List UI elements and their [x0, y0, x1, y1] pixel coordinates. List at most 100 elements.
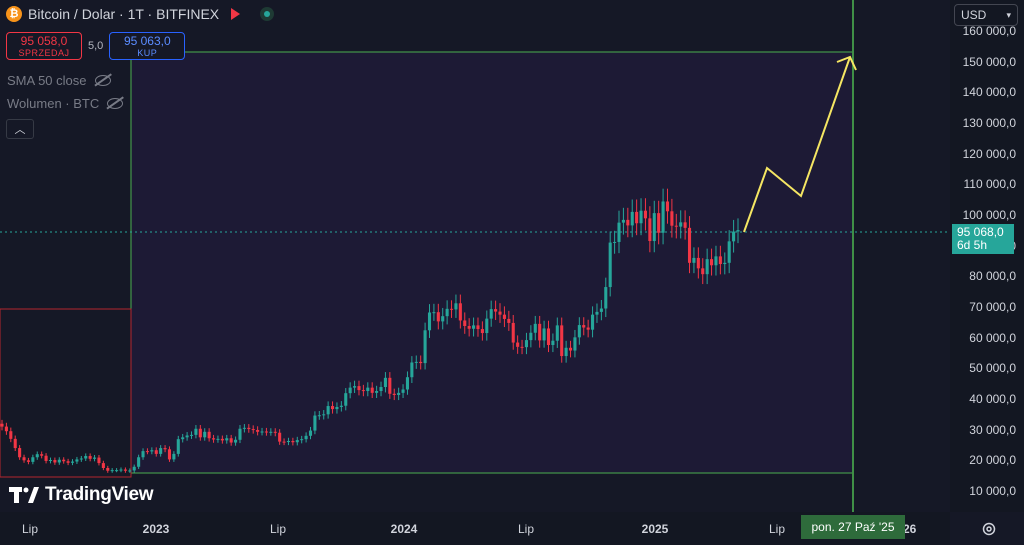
candle-body	[260, 431, 264, 433]
sell-button[interactable]: 95 058,0 SPRZEDAJ	[6, 32, 82, 60]
tradingview-logo[interactable]: TradingView	[9, 484, 154, 506]
candle-body	[489, 309, 493, 319]
candle-body	[291, 441, 295, 443]
candle-body	[264, 431, 268, 433]
candle-body	[516, 342, 520, 347]
spread-value: 5,0	[88, 40, 104, 52]
candle-body	[732, 231, 736, 242]
currency-select[interactable]: USD ▾	[954, 4, 1018, 26]
symbol-header[interactable]: ₿ Bitcoin / Dolar · 1T · BITFINEX	[6, 6, 275, 22]
flag-icon[interactable]	[231, 8, 241, 20]
candle-body	[472, 325, 476, 329]
candle-body	[353, 386, 357, 388]
candle-body	[132, 466, 136, 471]
candle-body	[445, 308, 449, 317]
candle-body	[0, 423, 4, 427]
candle-body	[282, 441, 286, 443]
candle-body	[176, 439, 180, 454]
time-tick: Lip	[269, 522, 287, 536]
buy-price: 95 063,0	[123, 34, 171, 48]
price-tick: 40 000,0	[969, 391, 1016, 406]
candle-body	[582, 325, 586, 328]
candle-body	[718, 256, 722, 265]
gear-icon[interactable]	[981, 521, 997, 537]
candle-body	[145, 451, 149, 453]
projection-path[interactable]	[743, 56, 851, 233]
candle-body	[414, 361, 418, 363]
candle-body	[13, 438, 17, 449]
candle-body	[150, 450, 154, 452]
candle-body	[375, 391, 379, 393]
price-tick: 10 000,0	[969, 484, 1016, 498]
candle-body	[608, 242, 612, 288]
candle-body	[66, 461, 70, 463]
market-status-icon[interactable]	[260, 7, 275, 21]
candlestick-chart[interactable]	[0, 0, 950, 512]
price-tick: 60 000,0	[969, 330, 1016, 345]
indicator-volume[interactable]: Wolumen · BTC	[7, 96, 124, 111]
candle-body	[696, 257, 700, 269]
candle-body	[97, 457, 101, 464]
candle-body	[93, 457, 97, 459]
candle-body	[476, 325, 480, 330]
candle-body	[18, 448, 22, 458]
price-tick: 30 000,0	[969, 422, 1016, 437]
prior-range-box[interactable]	[0, 308, 132, 478]
candle-body	[626, 219, 630, 226]
candle-body	[70, 461, 75, 463]
price-axis[interactable]: 160 000,0 150 000,0 140 000,0 130 000,0 120 …	[950, 0, 1024, 512]
forecast-box[interactable]	[130, 51, 854, 474]
candle-body	[436, 312, 440, 322]
time-tick: Lip	[517, 522, 535, 536]
candle-body	[194, 428, 198, 435]
candle-body	[31, 457, 35, 462]
indicator-sma-label: SMA 50 close	[7, 73, 87, 88]
symbol-title[interactable]: Bitcoin / Dolar · 1T · BITFINEX	[28, 6, 220, 22]
candle-body	[427, 312, 432, 331]
eye-hidden-icon[interactable]	[107, 98, 124, 109]
price-tick: 100 000,0	[962, 207, 1016, 222]
candle-body	[498, 311, 502, 315]
candle-body	[577, 325, 581, 338]
candle-body	[683, 222, 687, 228]
candle-body	[189, 434, 194, 436]
candle-body	[692, 257, 696, 263]
candle-body	[458, 303, 462, 321]
candle-body	[128, 470, 132, 472]
candle-body	[564, 347, 568, 357]
sell-price: 95 058,0	[20, 34, 68, 48]
candles-layer	[0, 188, 740, 473]
price-tick: 110 000,0	[963, 177, 1017, 192]
bitcoin-icon: ₿	[6, 6, 22, 22]
candle-body	[449, 308, 454, 310]
indicator-sma[interactable]: SMA 50 close	[7, 73, 111, 88]
candle-body	[657, 213, 661, 233]
candle-body	[163, 448, 167, 450]
candle-body	[670, 211, 674, 226]
candle-body	[736, 230, 740, 232]
candle-body	[643, 210, 647, 219]
candle-body	[604, 287, 608, 309]
candle-body	[75, 459, 79, 462]
candle-body	[568, 347, 573, 351]
candle-body	[665, 201, 670, 212]
chart-area[interactable]	[0, 0, 950, 512]
candle-body	[723, 262, 727, 265]
candle-body	[198, 428, 202, 438]
candle-body	[454, 303, 458, 310]
price-tick: 130 000,0	[962, 115, 1016, 130]
candle-body	[88, 456, 92, 459]
collapse-legend-button[interactable]: ︿	[6, 119, 34, 139]
candle-body	[229, 438, 233, 443]
candle-body	[317, 415, 321, 417]
price-tick: 140 000,0	[962, 85, 1016, 100]
candle-body	[48, 460, 53, 462]
candle-body	[344, 393, 348, 406]
candle-body	[555, 325, 559, 341]
trade-panel: 95 058,0 SPRZEDAJ 5,0 95 063,0 KUP	[6, 32, 186, 60]
candle-body	[410, 362, 414, 378]
candle-body	[648, 218, 652, 242]
eye-hidden-icon[interactable]	[94, 75, 111, 86]
buy-button[interactable]: 95 063,0 KUP	[109, 32, 186, 60]
candle-body	[485, 318, 489, 334]
